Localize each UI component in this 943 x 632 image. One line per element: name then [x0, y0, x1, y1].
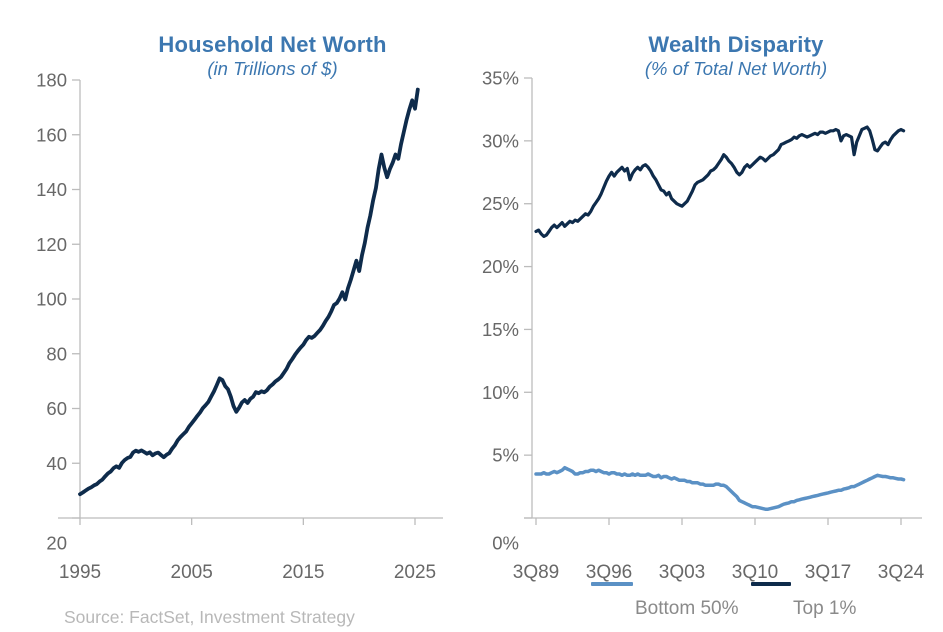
household-net-worth-y-tick-label: 120: [36, 234, 67, 255]
right-chart-subtitle: (% of Total Net Worth): [644, 58, 828, 79]
wealth-disparity-y-tick-label: 5%: [492, 445, 519, 466]
household-net-worth-x-tick-label: 2025: [394, 562, 436, 583]
household-net-worth-y-tick-label: 160: [36, 124, 67, 145]
top-1-legend-label: Top 1%: [793, 598, 857, 619]
wealth-disparity-x-tick-label: 3Q17: [805, 562, 851, 583]
top-1-legend-swatch: [751, 582, 791, 586]
household-net-worth-y-tick-label: 60: [46, 398, 67, 419]
wealth-disparity-y-tick-label: 25%: [482, 193, 519, 214]
left-chart-subtitle: (in Trillions of $): [207, 58, 338, 79]
wealth-disparity-y-tick-label: 0%: [492, 533, 519, 554]
household-net-worth-x-tick-label: 2015: [282, 562, 324, 583]
wealth-disparity-x-tick-label: 3Q10: [732, 562, 778, 583]
wealth-disparity-y-tick-label: 15%: [482, 319, 519, 340]
wealth-disparity-x-tick-label: 3Q89: [513, 562, 559, 583]
wealth-disparity-y-tick-label: 35%: [482, 68, 519, 89]
left-chart-title: Household Net Worth: [158, 32, 387, 57]
household-net-worth-household-net-worth-line: [78, 87, 420, 497]
wealth-disparity-y-tick-label: 30%: [482, 130, 519, 151]
household-net-worth-y-tick-label: 40: [46, 453, 67, 474]
wealth-disparity-x-tick-label: 3Q96: [586, 562, 632, 583]
bottom-50-legend-label: Bottom 50%: [635, 598, 739, 619]
household-net-worth-y-tick-label: 180: [36, 70, 67, 91]
wealth-disparity-x-tick-label: 3Q24: [878, 562, 925, 583]
household-net-worth-x-tick-label: 1995: [59, 562, 101, 583]
wealth-disparity-x-tick-label: 3Q03: [659, 562, 705, 583]
wealth-disparity-bottom-50--line: [534, 465, 906, 511]
wealth-disparity-y-tick-label: 20%: [482, 256, 519, 277]
bottom-50-legend-swatch: [591, 582, 633, 586]
wealth-disparity-top-1--line: [534, 125, 906, 238]
wealth-disparity-y-tick-label: 10%: [482, 382, 519, 403]
household-net-worth-y-tick-label: 100: [36, 289, 67, 310]
household-net-worth-y-tick-label: 80: [46, 343, 67, 364]
household-net-worth-y-tick-label: 20: [46, 533, 67, 554]
household-net-worth-y-tick-label: 140: [36, 179, 67, 200]
right-chart-title: Wealth Disparity: [648, 32, 824, 57]
household-net-worth-x-tick-label: 2005: [171, 562, 213, 583]
source-note: Source: FactSet, Investment Strategy: [64, 607, 355, 627]
